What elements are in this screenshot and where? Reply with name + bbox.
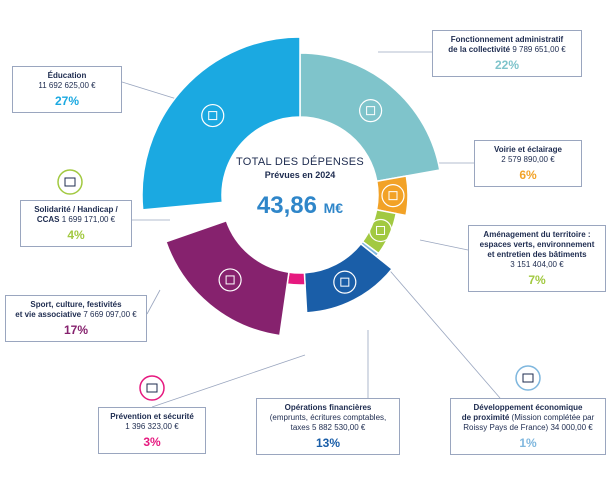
shield-check-icon-glyph [146,383,158,393]
center-title: TOTAL DES DÉPENSES [235,156,365,168]
box-title-line1: Sport, culture, festivités [30,300,122,309]
box-voirie: Voirie et éclairage 2 579 890,00 € 6% [474,140,582,187]
connector-line-2 [419,239,469,251]
box-prevention: Prévention et sécurité 1 396 323,00 € 3% [98,407,206,454]
box-title-line2: et vie associative 7 669 097,00 € [15,310,137,319]
box-solidarite: Solidarité / Handicap / CCAS 1 699 171,0… [20,200,132,247]
box-detail-line2: taxes 5 882 530,00 € [290,423,366,432]
box-title: Voirie et éclairage [494,145,562,154]
center-total: 43,86 M€ [230,189,370,225]
box-title-line1: Solidarité / Handicap / [34,205,118,214]
document-icon [359,99,383,123]
donut-hole [222,117,378,273]
box-title-line1: Développement économique [473,403,583,412]
box-amount: 1 396 323,00 € [125,422,179,431]
total-value: 43,86 [256,192,317,219]
chart-center-label: TOTAL DES DÉPENSES Prévues en 2024 43,86… [230,155,370,225]
box-title-line2: de la collectivité 9 789 651,00 € [448,45,566,54]
tree-icon-glyph [376,225,386,235]
hand-growth-icon [515,365,541,391]
box-operations: Opérations financières (emprunts, écritu… [256,398,400,455]
box-sport: Sport, culture, festivités et vie associ… [5,295,147,342]
connector-line-6 [146,289,161,315]
box-title-line1: Aménagement du territoire : [483,230,591,239]
box-title: Opérations financières [284,403,372,412]
street-lamp-icon [381,184,405,208]
document-icon-glyph [366,106,376,116]
box-amount: 11 692 625,00 € [38,81,96,90]
external-icons [57,169,541,401]
slice-1 [375,175,409,217]
first-aid-kit-icon-glyph [64,177,76,187]
box-fonctionnement: Fonctionnement administratif de la colle… [432,30,582,77]
box-title-line2: espaces verts, environnement [479,240,595,249]
box-detail: par Roissy Pays de France) 34 000,00 € [463,413,595,432]
handshake-icon-glyph [225,275,235,285]
box-developpement: Développement économique de proximité (M… [450,398,606,455]
connector-line-5 [151,354,306,408]
box-percent: 17% [63,323,89,337]
handshake-icon [218,268,242,292]
box-title: Éducation [47,71,87,80]
box-title-line3: et entretien des bâtiments [487,250,587,259]
slice-icons [201,99,405,294]
box-percent: 3% [143,435,161,449]
center-subtitle: Prévues en 2024 [264,170,336,180]
box-title-line2: de proximité (Mission complétée [461,413,581,422]
slice-5 [286,271,306,286]
total-unit: M€ [323,200,344,216]
connector-line-3 [371,249,501,399]
box-detail-line1: (emprunts, écritures comptables, [269,413,387,422]
box-title-line2: CCAS 1 699 171,00 € [36,215,116,224]
box-title: Fonctionnement administratif [450,35,564,44]
graduation-cap-icon [201,103,225,128]
shield-check-icon [139,375,165,401]
tree-icon [368,218,393,243]
box-percent: 27% [54,94,80,108]
connector-line-8 [121,81,181,101]
graduation-cap-icon-glyph [208,111,218,121]
box-percent: 7% [528,273,546,287]
street-lamp-icon-glyph [388,191,398,201]
box-percent: 1% [519,436,537,450]
box-amount: 3 151 404,00 € [510,260,564,269]
hand-growth-icon-glyph [522,373,534,383]
box-title: Prévention et sécurité [110,412,194,421]
box-percent: 22% [494,58,520,72]
box-amenagement: Aménagement du territoire : espaces vert… [468,225,606,292]
box-percent: 4% [67,228,85,242]
box-amount: 2 579 890,00 € [501,155,555,164]
first-aid-kit-icon [57,169,83,195]
piggy-bank-icon-glyph [340,277,350,287]
box-percent: 6% [519,168,537,182]
box-percent: 13% [315,436,341,450]
piggy-bank-icon [333,270,357,294]
box-education: Éducation 11 692 625,00 € 27% [12,66,122,113]
